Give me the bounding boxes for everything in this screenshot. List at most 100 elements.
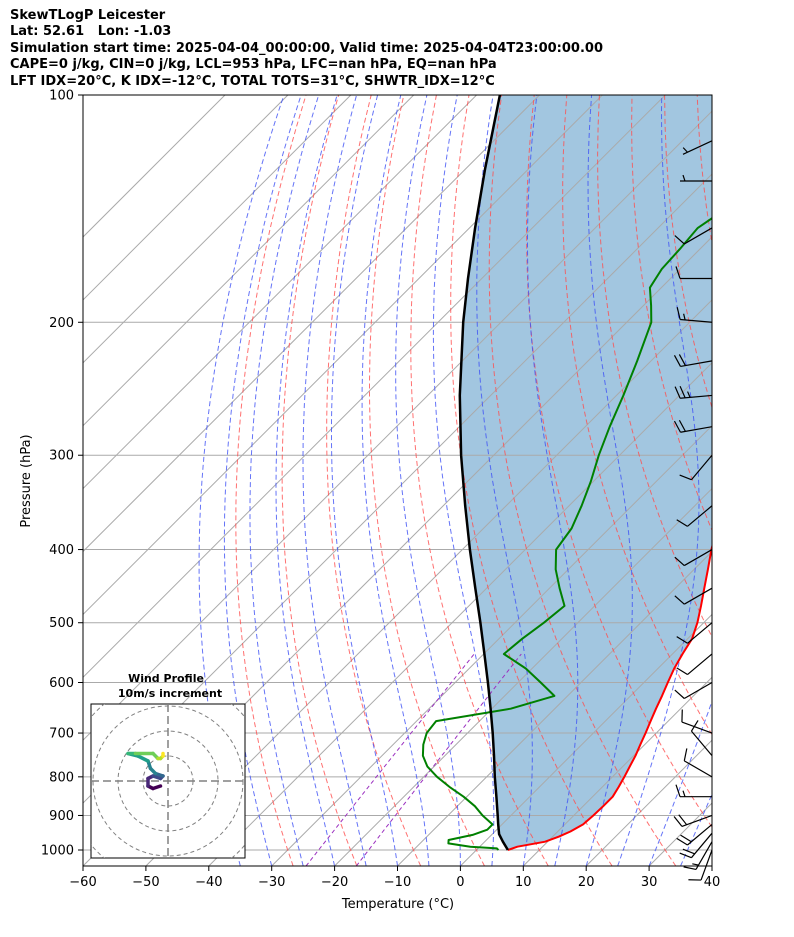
dry-adiabat: [562, 95, 712, 736]
isotherm: [83, 95, 477, 490]
x-tick-label: −50: [132, 875, 159, 890]
wind-barb: [673, 354, 713, 368]
isotherm: [83, 95, 540, 553]
y-tick-label: 500: [49, 616, 74, 631]
wind-barb: [676, 622, 713, 644]
wind-barb: [679, 832, 713, 859]
x-tick-label: 30: [641, 875, 658, 890]
wind-barb: [675, 784, 712, 798]
mixing-ratio-line: [305, 653, 475, 866]
wind-barb: [673, 814, 713, 827]
moist-adiabat: [198, 95, 285, 866]
wind-barb: [674, 549, 713, 567]
hodograph-segment: [136, 754, 150, 763]
plot-area: [83, 95, 794, 866]
hodograph-subtitle: 10m/s increment: [118, 687, 222, 700]
isotherm: [460, 613, 712, 866]
isotherm: [83, 95, 603, 616]
title-indices: LFT IDX=20°C, K IDX=-12°C, TOTAL TOTS=31…: [10, 73, 495, 89]
moist-adiabat: [275, 95, 338, 866]
moist-adiabat: [648, 699, 712, 866]
moist-adiabat: [585, 95, 633, 866]
wind-barb: [683, 748, 713, 778]
wind-barb: [680, 174, 712, 182]
y-axis-label: Pressure (hPa): [19, 434, 34, 527]
title-cape: CAPE=0 j/kg, CIN=0 j/kg, LCL=953 hPa, LF…: [10, 57, 497, 73]
wind-barb: [676, 505, 713, 527]
wind-barb: [674, 227, 713, 245]
moist-adiabat: [331, 95, 398, 866]
isotherm: [83, 95, 415, 427]
isotherm: [775, 95, 794, 866]
hodograph-inset: Wind Profile 10m/s increment: [90, 672, 246, 859]
y-tick-label: 900: [49, 809, 74, 824]
moist-adiabat: [617, 95, 700, 866]
moist-adiabat: [527, 95, 579, 866]
dry-adiabat: [235, 95, 307, 866]
dry-adiabat: [525, 95, 712, 828]
x-tick-label: 40: [704, 875, 721, 890]
y-tick-label: 100: [49, 89, 74, 104]
dry-adiabat: [450, 95, 613, 866]
isotherm: [83, 95, 666, 679]
moist-adiabat: [432, 95, 495, 866]
mixing-ratio-line: [355, 653, 522, 866]
dry-adiabat: [762, 95, 794, 866]
isotherm: [83, 95, 226, 238]
x-tick-label: −20: [321, 875, 348, 890]
wind-barb: [676, 307, 713, 323]
wind-barb: [673, 419, 713, 433]
y-tick-label: 700: [49, 727, 74, 742]
wind-barb: [674, 681, 713, 700]
wind-barbs: [673, 140, 713, 881]
chart-header: SkewTLogP Leicester Lat: 52.61 Lon: -1.0…: [10, 8, 603, 90]
x-tick-label: 10: [515, 875, 532, 890]
wind-barb: [679, 454, 713, 481]
wind-barb: [676, 653, 713, 676]
title-location: Lat: 52.61 Lon: -1.03: [10, 24, 172, 40]
isotherm: [145, 299, 712, 866]
wind-barb: [690, 720, 713, 757]
hodograph-title: Wind Profile: [128, 672, 204, 685]
y-tick-label: 800: [49, 770, 74, 785]
dry-adiabat: [730, 95, 794, 866]
moist-adiabat: [302, 95, 367, 866]
dry-adiabat: [281, 95, 358, 866]
x-tick-label: −40: [195, 875, 222, 890]
dry-adiabat: [488, 95, 677, 866]
y-tick-label: 400: [49, 543, 74, 558]
wind-barb: [681, 709, 713, 734]
title-station: SkewTLogP Leicester: [10, 8, 166, 23]
isotherm: [83, 95, 352, 364]
dry-adiabat: [369, 95, 485, 866]
isotherm: [711, 865, 712, 866]
isotherm: [83, 95, 289, 301]
title-times: Simulation start time: 2025-04-04_00:00:…: [10, 40, 603, 56]
wind-barb: [675, 266, 712, 280]
wind-barb: [682, 140, 713, 155]
moist-adiabat: [223, 95, 302, 866]
dewpoint-profile: [421, 217, 712, 851]
moist-adiabat: [249, 95, 320, 866]
y-tick-label: 600: [49, 676, 74, 691]
moist-adiabat: [361, 95, 430, 866]
isotherm: [271, 424, 712, 866]
dry-adiabat: [410, 95, 549, 866]
wind-barb: [674, 587, 713, 605]
isotherm: [334, 487, 712, 866]
dry-adiabat: [597, 95, 712, 638]
moist-adiabat: [476, 95, 533, 866]
y-tick-label: 300: [49, 449, 74, 464]
y-tick-label: 1000: [41, 844, 74, 859]
wind-barb: [674, 385, 713, 399]
x-tick-label: 0: [456, 875, 464, 890]
axes: −60 −50 −40 −30 −20 −10 0 10 20 30 40 1000 900 800 700…: [41, 89, 720, 891]
wind-barb: [683, 841, 713, 870]
dry-adiabat: [326, 95, 422, 866]
x-axis-label: Temperature (°C): [341, 897, 454, 912]
x-tick-label: 20: [578, 875, 595, 890]
parcel-profile: [458, 95, 509, 851]
x-tick-label: −60: [69, 875, 96, 890]
cin-shading: [459, 95, 712, 850]
